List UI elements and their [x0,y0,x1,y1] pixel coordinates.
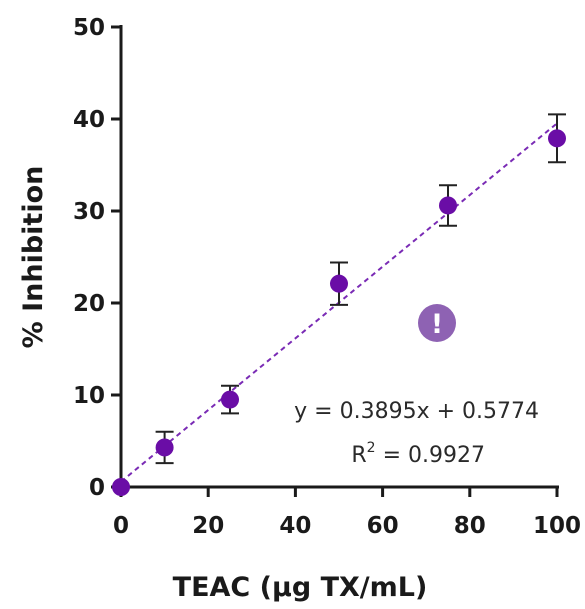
data-point [439,196,457,215]
r-squared-superscript: 2 [367,440,376,456]
x-tick-label: 0 [113,513,129,539]
x-tick-label: 100 [533,513,581,539]
exclamation-glyph: ! [431,309,443,340]
y-tick-label: 20 [73,291,105,317]
y-tick-label: 30 [73,199,105,225]
x-tick-label: 40 [279,513,311,539]
r-squared: R2 = 0.9927 [351,440,485,468]
r-squared-value: = 0.9927 [376,443,485,468]
x-tick-label: 60 [367,513,399,539]
alert-badge[interactable]: ! [418,304,456,342]
x-axis-title: TEAC (µg TX/mL) [173,572,428,603]
regression-equation: y = 0.3895x + 0.5774 [294,399,539,424]
exclamation-icon [418,304,456,342]
y-tick-label: 50 [73,15,105,41]
x-tick-label: 20 [192,513,224,539]
data-point [548,129,566,148]
data-point [330,274,348,293]
data-points [112,113,566,496]
data-point [155,438,174,457]
data-point [221,390,239,409]
data-point [112,478,130,496]
y-tick-label: 0 [89,475,105,501]
y-axis-title: % Inhibition [18,166,49,349]
y-tick-label: 40 [73,107,105,133]
r-squared-prefix: R [351,443,366,468]
x-tick-label: 80 [454,513,486,539]
axes: 0 20 40 60 80 100 0 10 20 30 40 50 [73,15,581,539]
y-tick-label: 10 [73,383,105,409]
